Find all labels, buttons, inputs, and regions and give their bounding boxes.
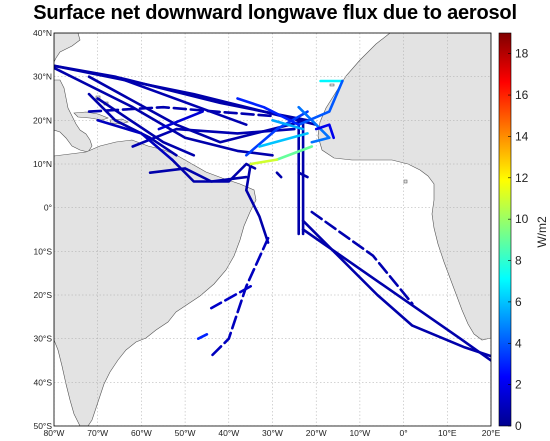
latitude-tick-label: 20°N (33, 115, 52, 125)
land-central-america (54, 79, 93, 153)
colorbar-ticks: 0 2 4 6 8 10 12 14 16 18 (508, 47, 529, 433)
flight-track (301, 219, 491, 358)
flight-track (314, 123, 336, 140)
colorbar-tick-label: 6 (515, 295, 522, 309)
flight-track (249, 158, 279, 166)
longitude-tick-label: 30°W (262, 428, 283, 438)
flight-track (245, 110, 309, 157)
latitude-tick-label: 30°N (33, 72, 52, 82)
longitude-tick-label: 70°W (87, 428, 108, 438)
flight-track (96, 119, 174, 161)
longitude-tick-label: 10°W (349, 428, 370, 438)
flight-track (258, 132, 309, 148)
longitude-tick-label: 50°W (175, 428, 196, 438)
colorbar-tick-label: 2 (515, 378, 522, 392)
flight-track (275, 171, 283, 179)
flight-track (148, 167, 248, 183)
flight-track (310, 210, 414, 306)
colorbar-tick-label: 10 (515, 212, 529, 226)
colorbar-tick-label: 16 (515, 88, 529, 102)
flight-track (297, 171, 309, 179)
latitude-tick-label: 20°S (33, 290, 52, 300)
longitude-tick-label: 60°W (131, 428, 152, 438)
longitude-tick-label: 20°E (482, 428, 501, 438)
flight-track (297, 105, 331, 144)
flight-track (210, 284, 252, 310)
longitude-tick-label: 0° (400, 428, 408, 438)
map-title: Surface net downward longwave flux due t… (33, 2, 517, 24)
land-bioko (403, 179, 408, 184)
flight-track (271, 119, 305, 131)
longitude-tick-label: 40°W (218, 428, 239, 438)
longitude-tick-label: 10°E (438, 428, 457, 438)
colorbar-tick-label: 14 (515, 129, 529, 143)
flight-track (87, 92, 178, 157)
latitude-tick-label: 10°S (33, 246, 52, 256)
longitude-ticks: 80°W 70°W 60°W 50°W 40°W 30°W 20°W 10°W 0° 10°E 20… (44, 428, 501, 438)
latitude-tick-label: 30°S (33, 334, 52, 344)
latitude-tick-label: 10°N (33, 159, 52, 169)
flight-track (96, 97, 196, 157)
latitude-tick-label: 50°S (33, 421, 52, 431)
longitude-tick-label: 20°W (306, 428, 327, 438)
colorbar-tick-label: 12 (515, 171, 529, 185)
flight-track (196, 332, 209, 341)
latitude-tick-label: 40°N (33, 28, 52, 38)
longitude-tick-label: 80°W (44, 428, 65, 438)
latitude-tick-label: 0° (44, 203, 52, 213)
flight-track (113, 75, 248, 126)
flight-track (157, 110, 204, 131)
flight-track (236, 97, 301, 126)
flight-track (245, 162, 270, 244)
land-south-america (54, 139, 257, 426)
flight-track (275, 145, 314, 161)
colorbar (498, 32, 512, 427)
land-africa (317, 33, 491, 341)
map-border (53, 32, 492, 427)
flight-tracks (54, 64, 491, 362)
flight-track (210, 236, 270, 358)
colorbar-tick-label: 8 (515, 254, 522, 268)
colorbar-tick-label: 0 (515, 419, 522, 433)
colorbar-tick-label: 18 (515, 47, 529, 61)
flight-track (297, 79, 344, 126)
flight-track (131, 127, 296, 148)
flight-track (87, 105, 274, 118)
colorbar-label: W/m2 (535, 216, 549, 248)
colorbar-tick-label: 4 (515, 336, 522, 350)
latitude-ticks: 40°N 30°N 20°N 10°N 0° 10°S 20°S 30°S 40°S 50°S (33, 28, 52, 431)
flight-track (54, 64, 318, 126)
latitude-tick-label: 40°S (33, 377, 52, 387)
land-canary (329, 83, 335, 87)
